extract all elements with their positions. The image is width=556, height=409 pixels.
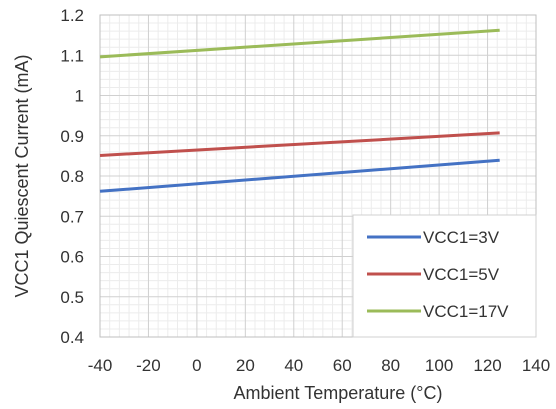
x-tick-label: 0 [192, 356, 201, 375]
y-tick-label: 1 [75, 87, 84, 106]
x-tick-label: 60 [333, 356, 352, 375]
y-tick-label: 0.6 [60, 248, 84, 267]
x-axis-tick-labels: -40 -20 0 20 40 60 80 100 120 140 [88, 356, 550, 375]
legend-box [352, 214, 537, 338]
plot-area-border [99, 14, 537, 338]
x-tick-label: 140 [522, 356, 550, 375]
series-line [99, 131, 500, 157]
legend-label: VCC1=17V [423, 302, 509, 321]
y-tick-label: 1.2 [60, 6, 84, 25]
y-axis-title: VCC1 Quiescent Current (mA) [12, 54, 32, 297]
x-axis-title: Ambient Temperature (°C) [234, 383, 443, 403]
y-tick-label: 1.1 [60, 46, 84, 65]
legend-label: VCC1=5V [423, 265, 500, 284]
y-tick-label: 0.9 [60, 127, 84, 146]
y-tick-label: 0.7 [60, 207, 84, 226]
x-tick-label: 120 [473, 356, 501, 375]
x-tick-label: 20 [236, 356, 255, 375]
x-tick-label: -20 [136, 356, 161, 375]
x-tick-label: 100 [425, 356, 453, 375]
series-line [99, 28, 500, 59]
y-axis-tick-labels: 0.4 0.5 0.6 0.7 0.8 0.9 1 1.1 1.2 [60, 6, 84, 347]
y-tick-label: 0.8 [60, 167, 84, 186]
series-line [99, 158, 500, 193]
legend: VCC1=3V VCC1=5V VCC1=17V [352, 214, 537, 338]
y-tick-label: 0.5 [60, 288, 84, 307]
y-tick-label: 0.4 [60, 328, 84, 347]
minor-gridlines [100, 15, 536, 337]
x-tick-label: 80 [381, 356, 400, 375]
legend-label: VCC1=3V [423, 228, 500, 247]
x-tick-label: 40 [284, 356, 303, 375]
x-tick-label: -40 [88, 356, 113, 375]
series-lines [99, 28, 500, 193]
